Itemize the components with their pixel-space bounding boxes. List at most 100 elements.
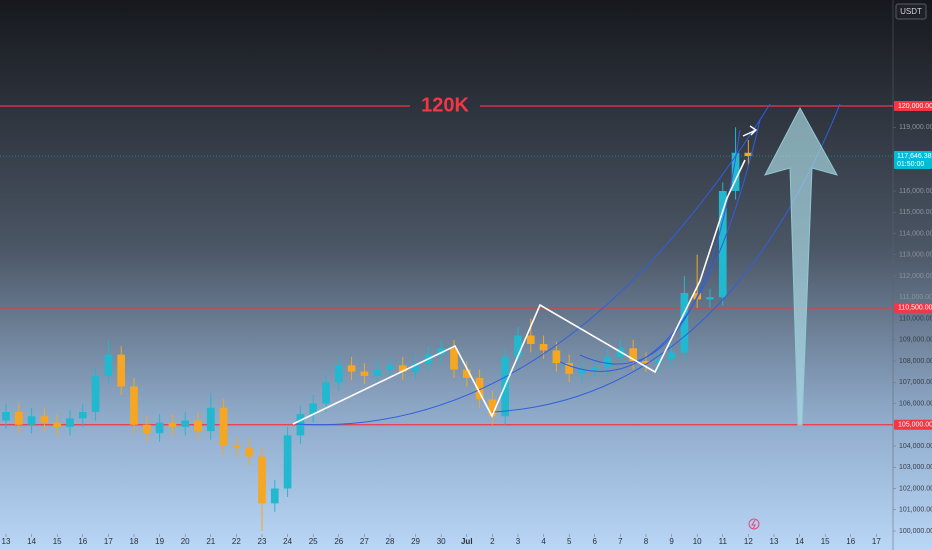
x-tick-label: 26 (334, 537, 343, 546)
candle-body (2, 412, 10, 421)
candle-body (270, 488, 279, 504)
candle-body (347, 365, 356, 372)
candle-body (590, 367, 599, 370)
small-arrow (742, 125, 758, 137)
y-tick-label: 100,000.00 (899, 528, 932, 535)
level-label: 110,500.00 (898, 305, 932, 312)
y-tick-label: 116,000.00 (899, 188, 932, 195)
x-tick-label: 12 (744, 537, 753, 546)
candle-body (629, 348, 638, 361)
candle-body (475, 378, 484, 400)
candle-body (539, 343, 548, 351)
candle-body (488, 399, 497, 417)
x-tick-label: 16 (846, 537, 855, 546)
candle-body (258, 456, 266, 504)
x-tick-label: Jul (461, 537, 473, 546)
x-tick-label: 15 (53, 537, 62, 546)
candle-body (309, 403, 318, 415)
x-tick-label: 17 (104, 537, 113, 546)
y-tick-label: 109,000.00 (899, 337, 932, 344)
x-tick-label: 17 (872, 537, 881, 546)
x-tick-label: 3 (516, 537, 521, 546)
big-arrow[interactable] (764, 106, 839, 426)
y-tick-label: 104,000.00 (899, 443, 932, 450)
last-price-label: 117,646.38 (897, 153, 932, 160)
zigzag (292, 159, 746, 425)
x-tick-label: 29 (411, 537, 420, 546)
level-label: 105,000.00 (898, 422, 932, 429)
y-tick-label: 110,000.00 (899, 315, 932, 322)
candle-body (667, 352, 676, 359)
candle-body (40, 416, 49, 423)
y-tick-label: 103,000.00 (899, 464, 932, 471)
x-tick-label: 16 (78, 537, 87, 546)
curve (295, 103, 771, 426)
candle-body (194, 420, 202, 432)
x-tick-label: 13 (770, 537, 779, 546)
candle-body (104, 354, 113, 376)
candle-body (373, 369, 382, 376)
x-tick-label: 8 (644, 537, 649, 546)
candle-body (130, 386, 138, 425)
candle-body (283, 435, 292, 489)
candle-body (565, 363, 574, 374)
candle-body (411, 363, 420, 372)
candle-body (578, 369, 586, 374)
candle-body (706, 297, 714, 300)
candle-body (360, 371, 369, 376)
candle-body (155, 422, 164, 434)
y-tick-label: 108,000.00 (899, 358, 932, 365)
currency-button[interactable] (895, 3, 927, 20)
annotation: 120K (421, 94, 469, 116)
y-tick-label: 113,000.00 (899, 252, 932, 259)
x-tick-label: 14 (27, 537, 36, 546)
candle-body (219, 407, 228, 447)
x-tick-label: 15 (821, 537, 830, 546)
candle-body (206, 407, 215, 432)
y-tick-label: 114,000.00 (899, 230, 932, 237)
candle-body (642, 361, 650, 364)
y-tick-label: 102,000.00 (899, 485, 932, 492)
y-tick-label: 119,000.00 (899, 124, 932, 131)
axes: 100,000.00 101,000.00 102,000.00 103,000.00… (2, 100, 932, 546)
candle-body (322, 382, 330, 404)
candle-body (168, 422, 177, 427)
candle-body (27, 416, 36, 425)
candle-body (450, 348, 458, 370)
x-tick-label: 2 (490, 537, 495, 546)
event-icon[interactable] (748, 518, 760, 530)
candle-body (526, 335, 535, 344)
currency-label: USDT (900, 7, 922, 16)
x-tick-label: 19 (155, 537, 164, 546)
y-tick-label: 106,000.00 (899, 400, 932, 407)
candle-body (654, 358, 663, 364)
x-tick-label: 21 (206, 537, 215, 546)
y-tick-label: 101,000.00 (899, 507, 932, 514)
x-tick-label: 18 (130, 537, 139, 546)
x-tick-label: 5 (567, 537, 572, 546)
x-tick-label: 7 (618, 537, 623, 546)
y-tick-label: 115,000.00 (899, 209, 932, 216)
event-icon-bolt (751, 519, 756, 530)
countdown: 01:50:00 (897, 161, 924, 168)
candle-body (680, 292, 689, 353)
candle-body (181, 420, 190, 427)
x-tick-label: 24 (283, 537, 292, 546)
x-tick-label: 30 (437, 537, 446, 546)
candle-body (232, 446, 241, 449)
x-tick-label: 9 (669, 537, 674, 546)
candle-body (91, 375, 100, 413)
candle-body (117, 354, 126, 387)
last-price-box (894, 151, 932, 170)
y-tick-label: 111,000.00 (899, 294, 932, 301)
y-tick-label: 112,000.00 (899, 273, 932, 280)
level-label-box (894, 419, 932, 430)
x-tick-label: 6 (593, 537, 598, 546)
drawings (292, 103, 841, 426)
x-tick-label: 23 (258, 537, 267, 546)
candle-body (462, 369, 471, 379)
candle-body (66, 418, 74, 427)
